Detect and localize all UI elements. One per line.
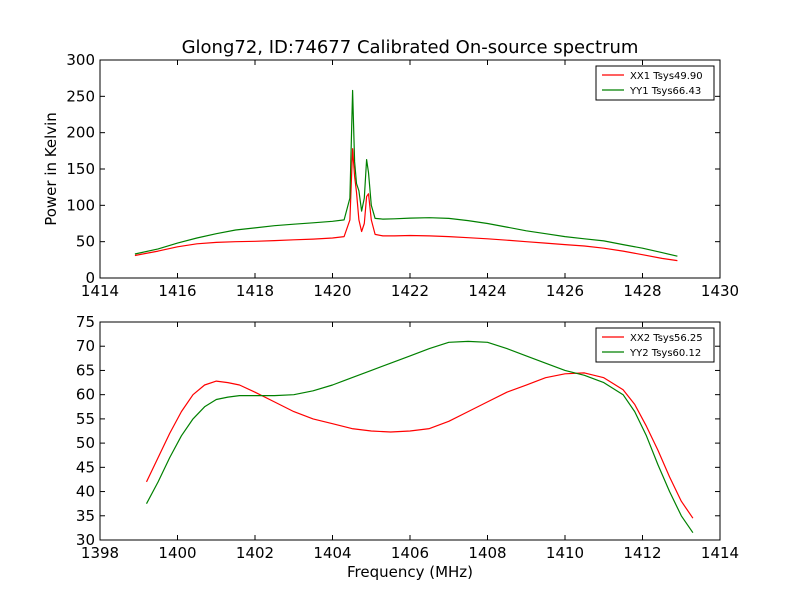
- x-tick-label: 1414: [81, 282, 119, 300]
- x-tick-label: 1430: [701, 282, 739, 300]
- y-tick-label: 65: [76, 361, 95, 379]
- y-tick-label: 100: [66, 196, 95, 214]
- y-tick-label: 150: [66, 160, 95, 178]
- y-tick-label: 40: [76, 483, 95, 501]
- series-line-2-1: [145, 372, 694, 519]
- legend-box-1: [595, 65, 715, 101]
- y-axis-label-top: Power in Kelvin: [42, 112, 60, 226]
- x-tick-label: 1422: [391, 282, 429, 300]
- y-tick-label: 30: [76, 531, 95, 549]
- x-tick-label: 1400: [158, 544, 196, 562]
- chart-title: Glong72, ID:74677 Calibrated On-source s…: [182, 37, 639, 58]
- y-tick-label: 75: [76, 313, 95, 331]
- x-tick-label: 1418: [236, 282, 274, 300]
- legend-entry: XX1 Tsys49.90: [630, 71, 703, 82]
- y-tick-label: 45: [76, 458, 95, 476]
- x-tick-label: 1406: [391, 544, 429, 562]
- legend-entry: YY2 Tsys60.12: [629, 348, 701, 359]
- x-tick-label: 1398: [81, 544, 119, 562]
- series-line-2-2: [145, 340, 694, 534]
- y-tick-label: 70: [76, 337, 95, 355]
- legend-entry: XX2 Tsys56.25: [630, 333, 703, 344]
- y-tick-label: 0: [85, 269, 95, 287]
- y-tick-label: 35: [76, 507, 95, 525]
- x-tick-label: 1424: [468, 282, 506, 300]
- y-tick-label: 50: [76, 233, 95, 251]
- x-tick-label: 1420: [313, 282, 351, 300]
- series-line-1-1: [134, 148, 678, 262]
- x-tick-label: 1428: [623, 282, 661, 300]
- x-tick-label: 1412: [623, 544, 661, 562]
- x-tick-label: 1416: [158, 282, 196, 300]
- legend-entry: YY1 Tsys66.43: [629, 86, 701, 97]
- x-tick-label: 1410: [546, 544, 584, 562]
- y-tick-label: 200: [66, 124, 95, 142]
- y-tick-label: 60: [76, 386, 95, 404]
- x-axis-label: Frequency (MHz): [347, 563, 473, 581]
- x-tick-label: 1426: [546, 282, 584, 300]
- y-tick-label: 250: [66, 87, 95, 105]
- y-tick-label: 55: [76, 410, 95, 428]
- series-line-1-2: [134, 89, 678, 257]
- x-tick-label: 1402: [236, 544, 274, 562]
- x-tick-label: 1408: [468, 544, 506, 562]
- x-tick-label: 1414: [701, 544, 739, 562]
- x-tick-label: 1404: [313, 544, 351, 562]
- y-tick-label: 50: [76, 434, 95, 452]
- y-tick-label: 300: [66, 51, 95, 69]
- legend-box-2: [595, 327, 715, 363]
